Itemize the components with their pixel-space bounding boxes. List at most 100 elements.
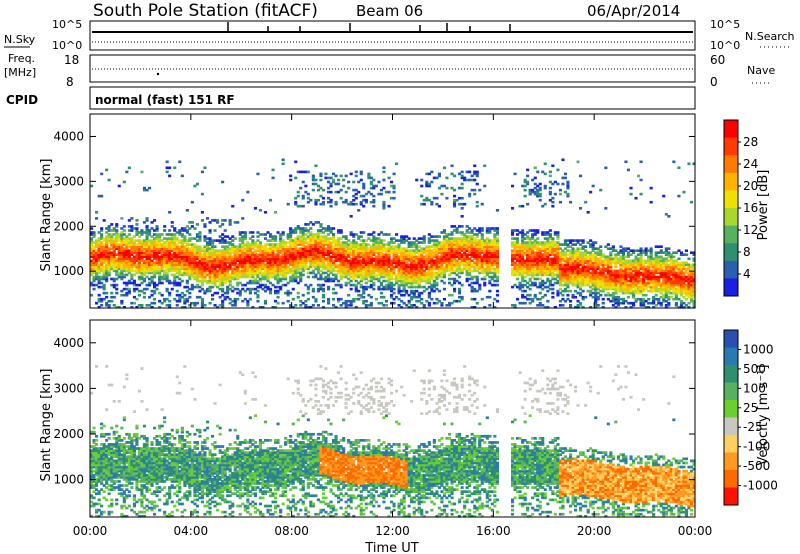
power-cell xyxy=(395,261,399,265)
power-cell xyxy=(410,306,414,309)
power-cell xyxy=(97,255,101,259)
power-cell xyxy=(327,277,331,281)
power-cell xyxy=(261,263,265,267)
power-cell xyxy=(332,237,336,240)
power-cell xyxy=(117,239,121,242)
power-cell xyxy=(329,263,333,267)
power-cell xyxy=(238,231,242,234)
power-cell xyxy=(538,186,542,190)
power-cell xyxy=(339,231,343,234)
power-cell xyxy=(296,253,300,256)
power-cell xyxy=(339,245,343,248)
power-cell xyxy=(334,255,338,259)
power-cell xyxy=(432,263,436,267)
power-cell xyxy=(155,239,159,242)
power-cell xyxy=(92,259,96,263)
power-cell xyxy=(286,245,290,248)
power-cell xyxy=(216,265,220,269)
power-cell xyxy=(110,243,114,246)
power-cell xyxy=(286,271,290,275)
power-cell xyxy=(165,265,169,269)
power-cell xyxy=(117,255,121,259)
power-cell xyxy=(183,261,187,265)
power-cell xyxy=(495,237,499,240)
power-cell xyxy=(263,265,267,269)
power-cell xyxy=(137,231,141,234)
power-cell xyxy=(289,235,293,238)
power-cell xyxy=(316,235,320,238)
power-cell xyxy=(135,231,139,234)
power-cell xyxy=(173,255,177,259)
power-cell xyxy=(90,271,94,275)
power-cell xyxy=(327,249,331,252)
power-cell xyxy=(493,275,497,279)
power-cell xyxy=(314,237,318,240)
power-cell xyxy=(145,229,149,232)
power-cell xyxy=(344,263,348,267)
power-cell xyxy=(400,279,404,283)
power-cell xyxy=(276,243,280,246)
power-cell xyxy=(97,299,101,303)
power-cell xyxy=(286,202,290,206)
power-cell xyxy=(342,247,346,250)
power-cell xyxy=(115,269,119,273)
power-cell xyxy=(332,239,336,242)
power-cell xyxy=(198,259,202,263)
power-cell xyxy=(117,257,121,261)
power-cell xyxy=(402,277,406,281)
power-cell xyxy=(430,257,434,261)
power-cell xyxy=(332,259,336,263)
power-cell xyxy=(228,237,232,240)
power-cell xyxy=(193,227,197,230)
power-cell xyxy=(195,249,199,252)
power-cell xyxy=(407,299,411,303)
power-cell xyxy=(415,289,419,293)
power-cell xyxy=(221,275,225,279)
power-cell xyxy=(352,275,356,279)
power-cell xyxy=(319,237,323,240)
power-cell xyxy=(269,233,273,236)
power-cell xyxy=(357,247,361,250)
power-cell xyxy=(304,223,308,226)
power-cell xyxy=(203,263,207,267)
power-cell xyxy=(410,277,414,281)
power-cell xyxy=(521,255,525,259)
power-cell xyxy=(256,245,260,248)
power-cell xyxy=(276,291,280,295)
power-cell xyxy=(105,243,109,246)
power-cell xyxy=(246,261,250,265)
power-cell xyxy=(158,251,162,254)
power-cell xyxy=(132,289,136,293)
power-cell xyxy=(427,267,431,271)
power-cell xyxy=(306,243,310,246)
power-cell xyxy=(513,263,517,267)
power-cell xyxy=(206,237,210,240)
power-cell xyxy=(228,249,232,252)
power-cell xyxy=(241,257,245,261)
power-cell xyxy=(301,253,305,256)
power-cell xyxy=(195,295,199,299)
power-cell xyxy=(453,202,457,206)
power-cell xyxy=(122,293,126,297)
power-cell xyxy=(296,267,300,271)
power-cell xyxy=(185,225,189,228)
power-cell xyxy=(291,271,295,275)
power-cell xyxy=(150,277,154,281)
power-cell xyxy=(432,285,436,289)
power-cell xyxy=(155,251,159,254)
power-cell xyxy=(458,255,462,259)
power-cell xyxy=(286,281,290,285)
power-cell xyxy=(200,247,204,250)
power-cell xyxy=(97,293,101,297)
power-cell xyxy=(460,215,464,218)
power-cell xyxy=(450,241,454,244)
power-cell xyxy=(329,251,333,254)
power-cell xyxy=(97,245,101,248)
power-cell xyxy=(256,271,260,275)
power-cell xyxy=(195,235,199,238)
power-cell xyxy=(105,235,109,238)
power-cell xyxy=(97,285,101,289)
power-cell xyxy=(281,239,285,242)
power-cell xyxy=(511,285,515,289)
power-cell xyxy=(168,245,172,248)
